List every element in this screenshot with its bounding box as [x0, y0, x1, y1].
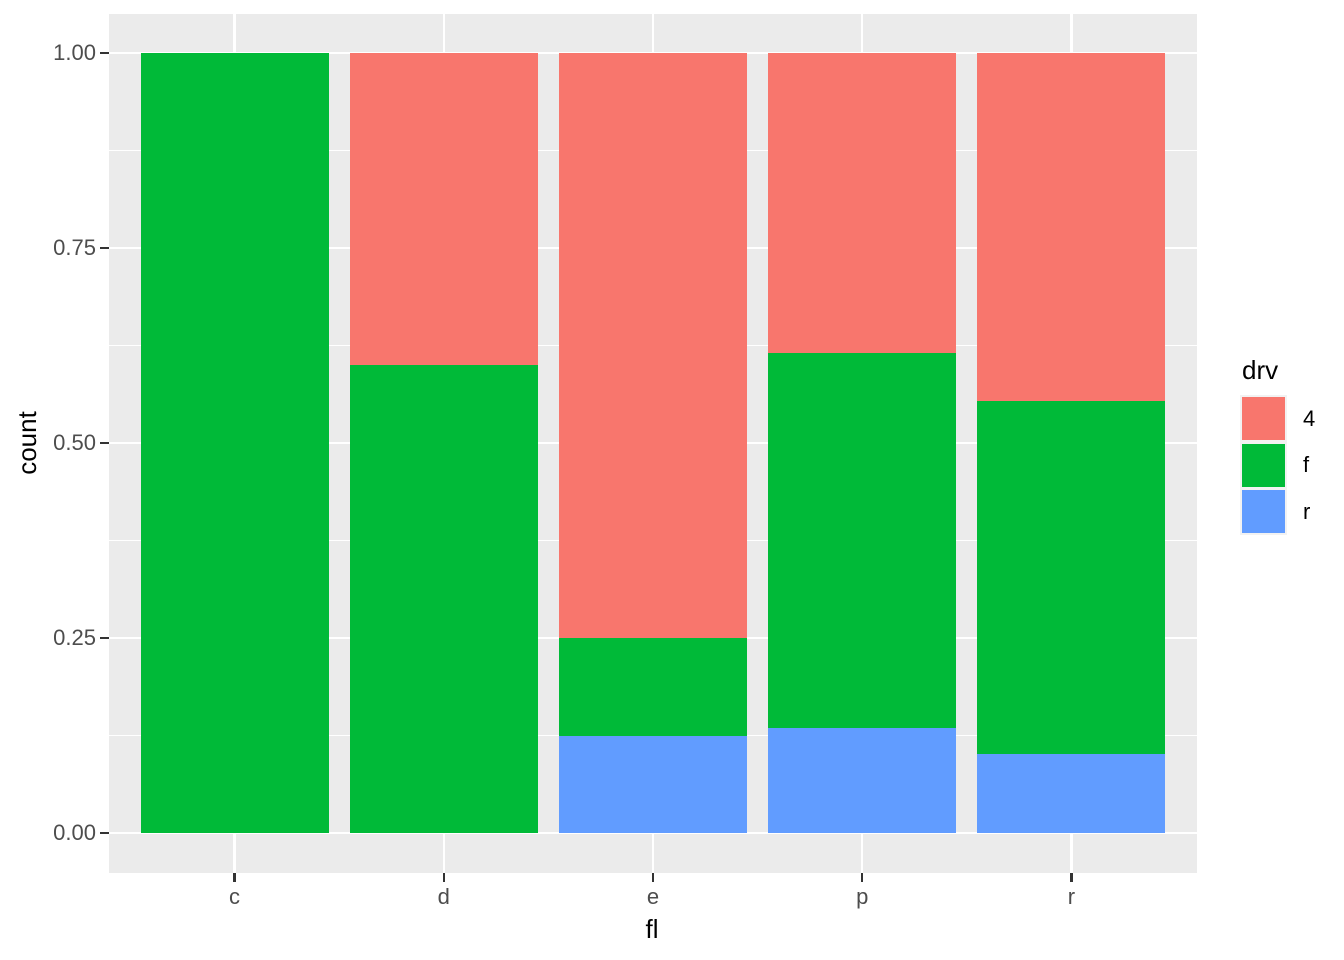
y-tick-mark [100, 831, 109, 835]
x-tick-label: e [646, 884, 660, 909]
legend-label-4: 4 [1303, 405, 1316, 431]
x-tick-mark [1070, 873, 1073, 882]
legend-key-f [1242, 443, 1285, 487]
bar-segment-c-f [140, 53, 329, 833]
x-tick-label: c [229, 884, 241, 909]
y-tick-label: 0.25 [53, 625, 96, 650]
x-tick-mark [233, 873, 236, 882]
bar-segment-e-f [559, 638, 747, 736]
x-tick-label: d [437, 884, 450, 909]
bar-segment-r-4 [977, 53, 1166, 402]
legend-key-4 [1242, 397, 1285, 440]
y-tick-mark [100, 441, 109, 445]
bar-segment-e-4 [559, 53, 747, 638]
bar-segment-d-4 [349, 53, 538, 365]
y-tick-mark [100, 636, 109, 640]
legend-title: drv [1242, 355, 1279, 385]
bar-segment-p-r [768, 728, 957, 833]
x-tick-mark [442, 873, 446, 882]
x-tick-label: p [856, 884, 869, 909]
bar-segment-p-4 [768, 53, 957, 353]
y-tick-label: 0.50 [53, 430, 96, 455]
bar-segment-r-f [977, 401, 1166, 755]
plot-panel [109, 14, 1197, 873]
x-tick-mark [860, 873, 864, 882]
legend-label-r: r [1303, 498, 1311, 524]
bar-segment-p-f [768, 352, 957, 728]
bar-segment-e-r [559, 735, 747, 833]
x-tick-label: r [1067, 884, 1076, 909]
legend-label-f: f [1303, 452, 1310, 477]
y-tick-label: 1.00 [53, 40, 96, 65]
y-tick-mark [100, 246, 109, 250]
x-tick-mark [651, 873, 655, 882]
y-tick-label: 0.00 [53, 820, 96, 845]
x-axis-title: fl [645, 914, 659, 944]
legend-key-r [1242, 490, 1285, 533]
y-axis-title: count [12, 411, 42, 475]
y-tick-label: 0.75 [53, 235, 96, 260]
bar-segment-r-r [977, 754, 1166, 833]
bar-segment-d-f [349, 365, 538, 833]
y-tick-mark [100, 51, 109, 55]
